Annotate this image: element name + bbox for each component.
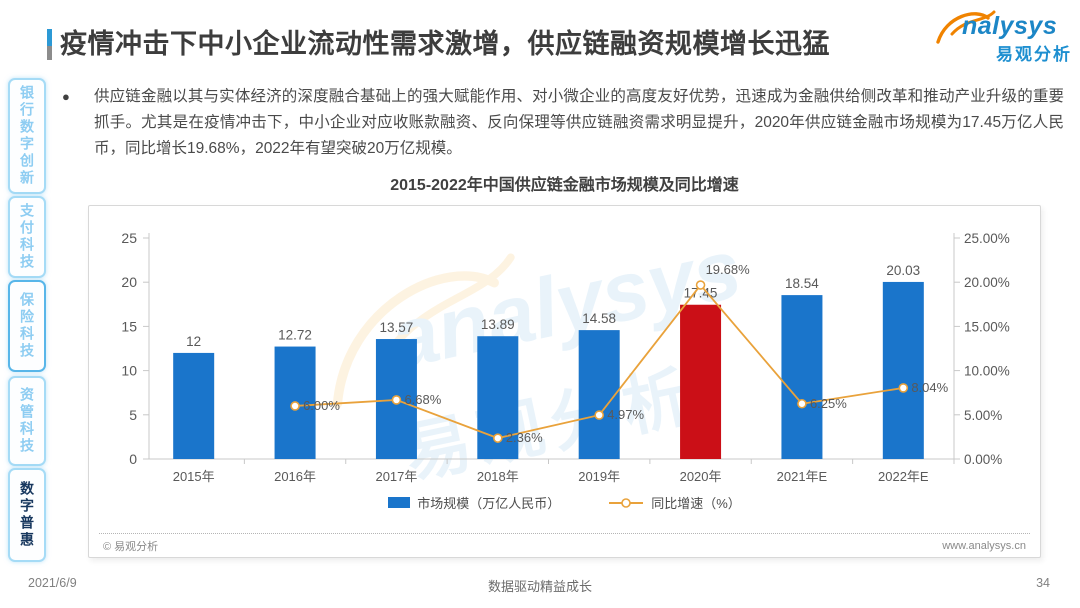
legend-item-growth-rate: 同比增速（%） [608, 493, 741, 512]
bar-value-label: 13.89 [481, 317, 515, 332]
x-category-label: 2021年E [777, 469, 828, 484]
line-value-label: 6.25% [810, 396, 847, 411]
sidebar-tab-label: 保险科技 [19, 292, 35, 360]
x-category-label: 2016年 [274, 469, 316, 484]
legend-bar-swatch-icon [388, 497, 411, 508]
sidebar-tab-label: 资管科技 [19, 387, 35, 455]
footer-motto: 数据驱动精益成长 [487, 579, 592, 594]
logo-swoosh-icon [936, 10, 996, 44]
sidebar-tab-insurance-tech[interactable]: 保险科技 [8, 280, 46, 372]
x-category-label: 2015年 [173, 469, 215, 484]
sidebar-tab-payment-tech[interactable]: 支付科技 [8, 196, 46, 278]
sidebar-tab-label: 银行数字创新 [19, 85, 35, 187]
line-marker-2016年 [290, 401, 300, 411]
intro-paragraph: ● 供应链金融以其与实体经济的深度融合基础上的强大赋能作用、对小微企业的高度友好… [62, 84, 1064, 162]
right-axis-tick-label: 15.00% [964, 319, 1010, 334]
bar-value-label: 14.58 [582, 311, 616, 326]
legend-line-swatch-icon [609, 497, 644, 508]
bar-value-label: 12.72 [278, 328, 312, 343]
chart-card-footer: © 易观分析 www.analysys.cn [99, 533, 1030, 557]
sidebar-tab-digital-inclusion[interactable]: 数字普惠 [8, 468, 46, 562]
bar-2021年E [781, 295, 823, 459]
bar-value-label: 12 [186, 334, 201, 349]
footer-page-number: 34 [1036, 576, 1050, 590]
legend-item-market-size: 市场规模（万亿人民币） [388, 493, 560, 512]
sidebar-tab-label: 支付科技 [19, 203, 35, 271]
legend-label: 市场规模（万亿人民币） [417, 496, 561, 511]
analysys-logo: nalysys 易观分析 [932, 8, 1074, 64]
line-marker-2017年 [391, 395, 402, 405]
chart-legend: 市场规模（万亿人民币） 同比增速（%） [89, 493, 1040, 512]
line-value-label: 2.36% [506, 430, 543, 445]
x-category-label: 2020年 [680, 469, 722, 484]
sidebar-tab-label: 数字普惠 [19, 481, 35, 549]
bullet-icon: ● [62, 89, 70, 104]
bar-2020年 [680, 304, 722, 459]
logo-brand-text: nalysys [962, 12, 1058, 40]
bar-2015年 [173, 352, 215, 459]
x-category-label: 2018年 [477, 469, 519, 484]
chart-card: analysys 易观分析 0 5 10 15 20 25 0.00% 5.00% 10.00%… [88, 205, 1041, 558]
title-accent-bar [47, 29, 52, 60]
left-axis-tick-label: 5 [129, 407, 137, 423]
footer-date: 2021/6/9 [28, 576, 77, 590]
legend-label: 同比增速（%） [651, 496, 741, 511]
left-axis-tick-label: 20 [121, 274, 137, 290]
chart-title: 2015-2022年中国供应链金融市场规模及同比增速 [390, 177, 739, 194]
page-title: 疫情冲击下中小企业流动性需求激增，供应链融资规模增长迅猛 [60, 29, 830, 59]
line-value-label: 6.68% [404, 392, 441, 407]
copyright-text: © 易观分析 [103, 540, 159, 553]
website-link[interactable]: www.analysys.cn [942, 539, 1026, 552]
line-marker-2022年E [898, 383, 909, 393]
line-marker-2021年E [797, 398, 807, 409]
x-category-label: 2022年E [878, 469, 929, 484]
line-value-label: 19.68% [706, 262, 751, 277]
line-marker-2020年 [695, 280, 706, 290]
right-axis-tick-label: 0.00% [964, 452, 1002, 467]
left-axis-tick-label: 10 [121, 363, 137, 379]
bar-value-label: 13.57 [380, 320, 414, 335]
x-category-label: 2017年 [375, 469, 417, 484]
right-axis-tick-label: 5.00% [964, 408, 1002, 423]
right-axis-tick-label: 10.00% [964, 364, 1010, 379]
bar-2022年E [882, 281, 924, 459]
bar-2019年 [578, 330, 620, 459]
x-category-label: 2019年 [578, 469, 620, 484]
market-size-growth-chart: 0 5 10 15 20 25 0.00% 5.00% 10.00% 15.00% 20.00% 25… [121, 230, 1010, 484]
line-value-label: 4.97% [607, 407, 644, 422]
intro-text: 供应链金融以其与实体经济的深度融合基础上的强大赋能作用、对小微企业的高度友好优势… [94, 88, 1064, 157]
line-marker-2018年 [493, 433, 503, 443]
sidebar-tab-asset-mgmt-tech[interactable]: 资管科技 [8, 376, 46, 466]
sidebar-tab-banking-digital-innovation[interactable]: 银行数字创新 [8, 78, 46, 194]
left-axis-tick-label: 25 [121, 230, 137, 246]
line-value-label: 8.04% [911, 380, 948, 395]
left-axis-tick-label: 15 [121, 318, 137, 334]
line-value-label: 6.00% [303, 398, 340, 413]
bar-value-label: 20.03 [886, 263, 920, 278]
right-axis-tick-label: 25.00% [964, 231, 1010, 246]
right-axis-tick-label: 20.00% [964, 275, 1010, 290]
line-marker-2019年 [594, 410, 604, 420]
left-axis-tick-label: 0 [129, 451, 137, 467]
bar-value-label: 18.54 [785, 276, 819, 291]
logo-brand-cn-text: 易观分析 [996, 45, 1072, 64]
